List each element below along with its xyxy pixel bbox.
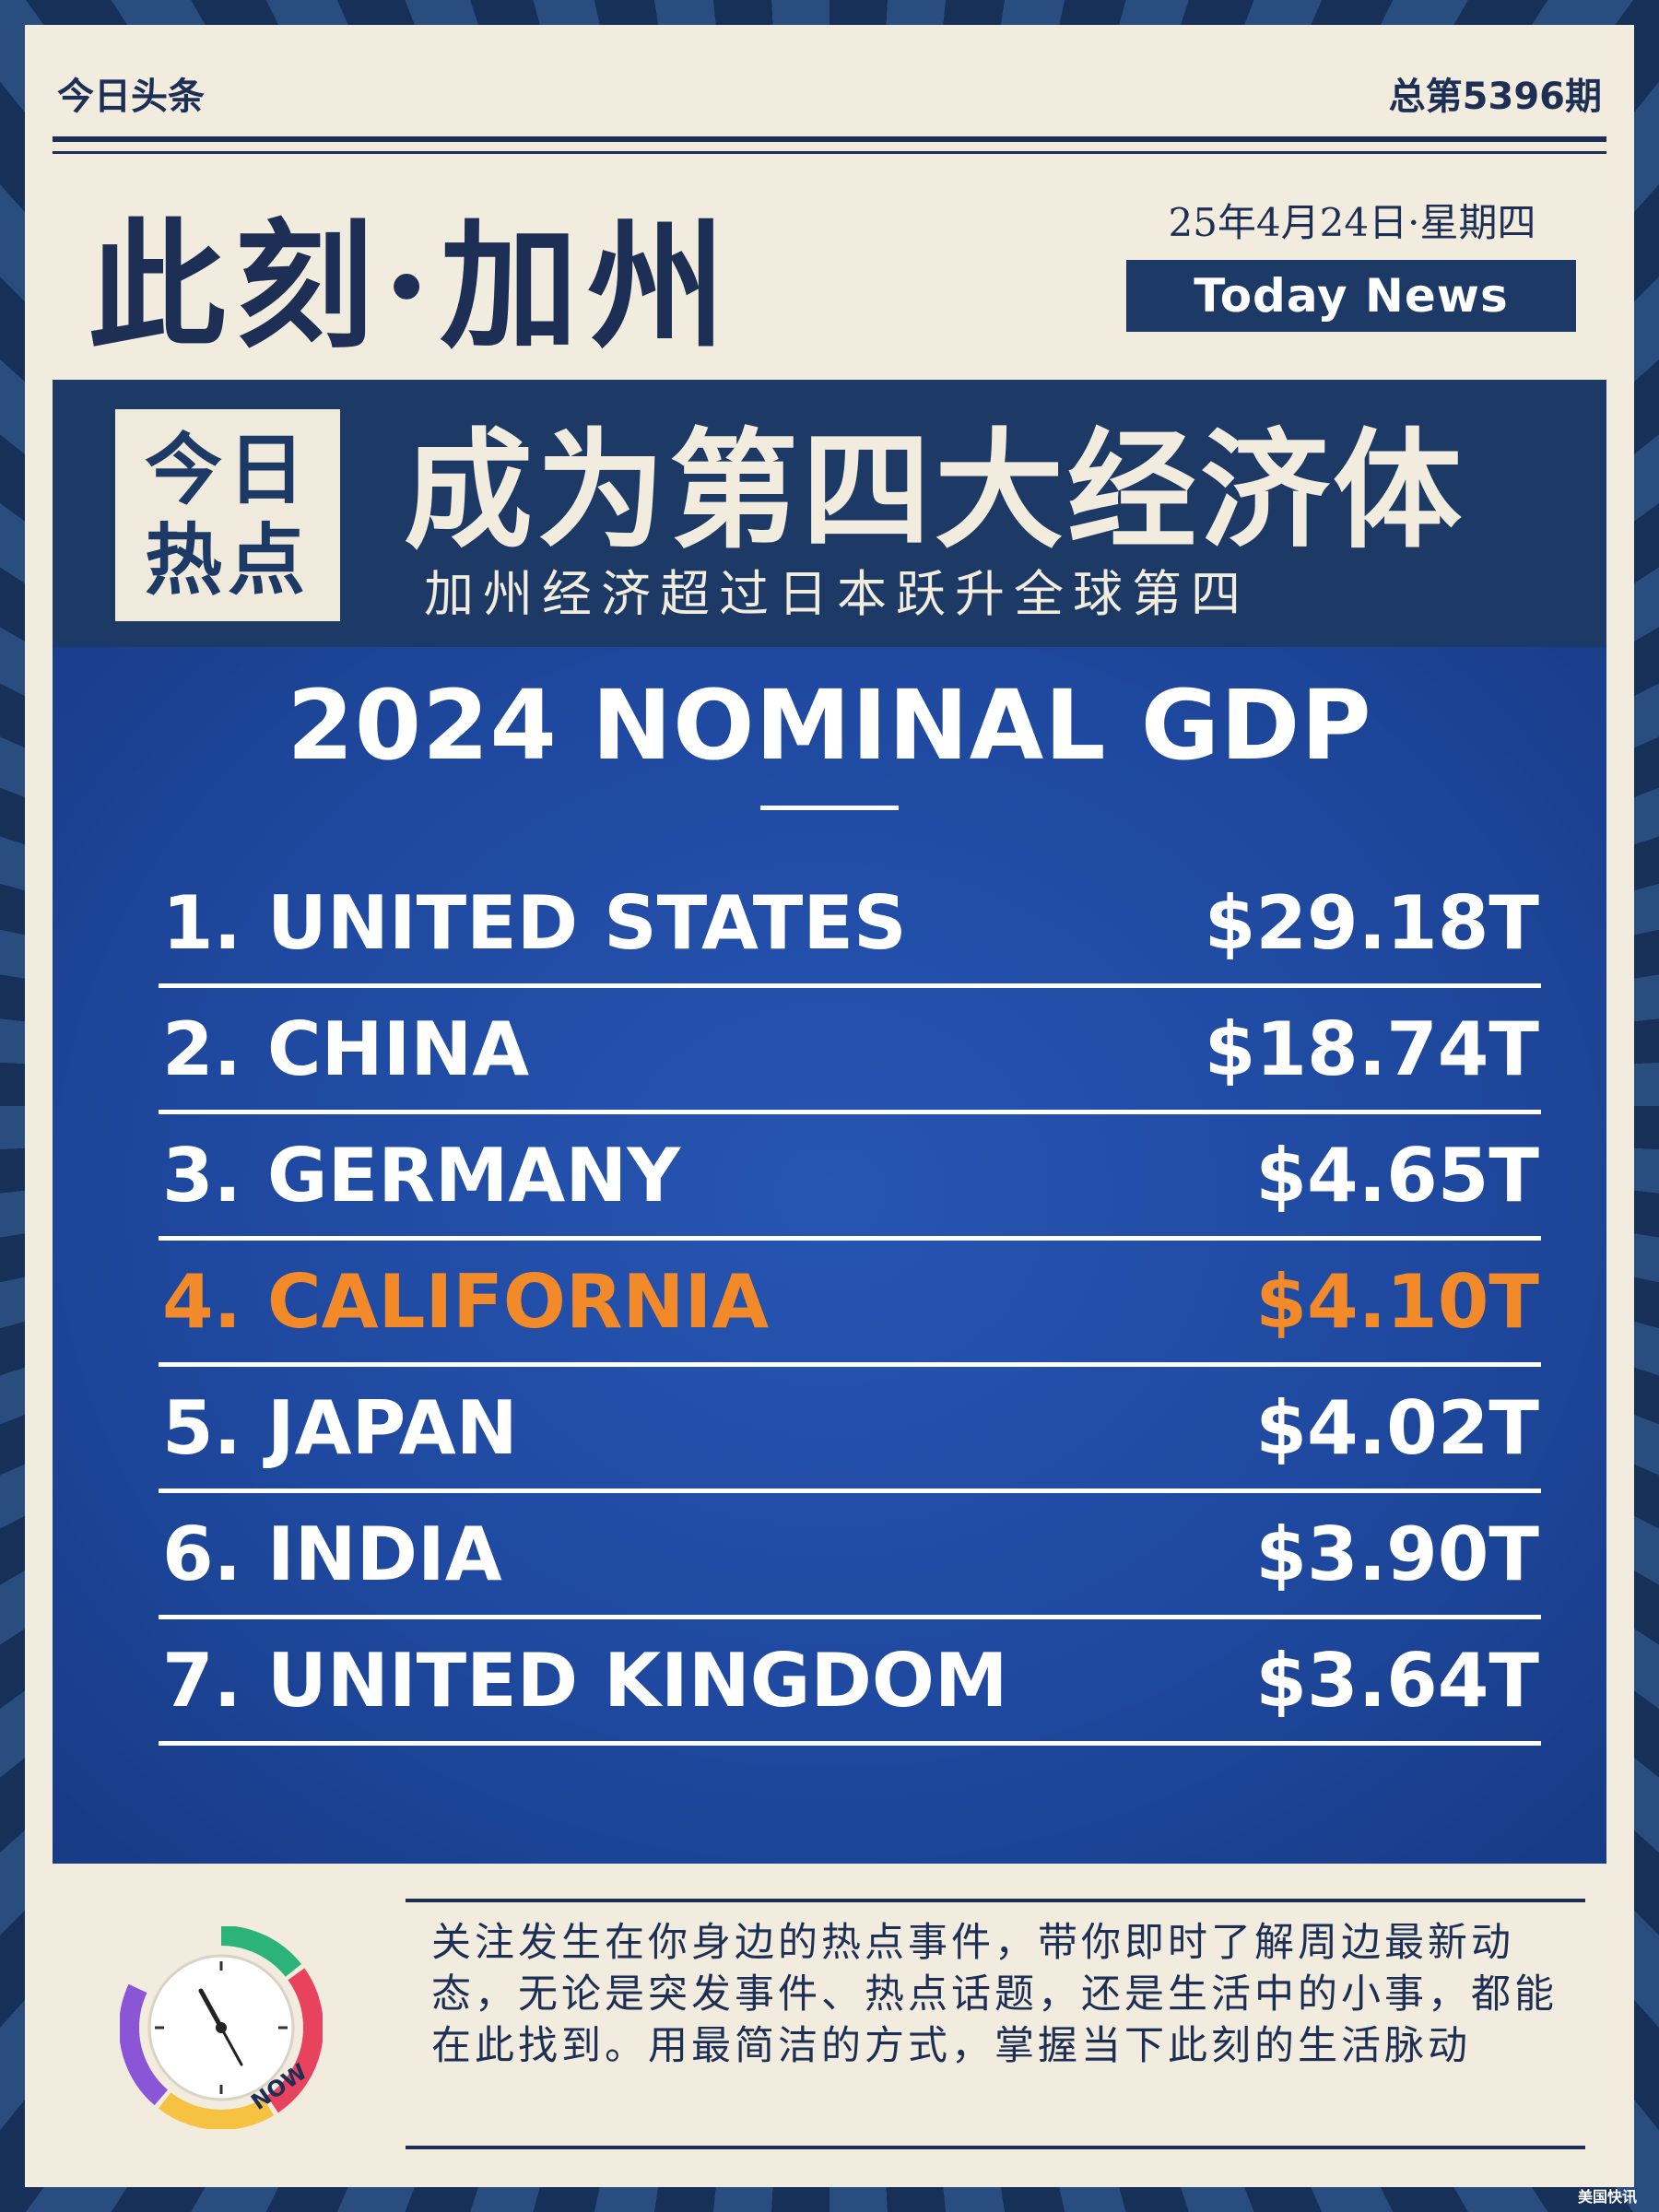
watermark: 美国快讯 [1577,2188,1637,2206]
rank-row-2: 2. CHINA $18.74T [159,988,1541,1114]
gdp-ranking-panel: 2024 NOMINAL GDP 1. UNITED STATES $29.18… [53,647,1606,1864]
today-news-badge: Today News [1126,260,1576,332]
rank-value: $4.65T [1255,1132,1539,1218]
issue-number: 总第5396期 [1388,76,1602,118]
rank-value: $4.10T [1255,1258,1539,1345]
subheadline: 加州经济超过日本跃升全球第四 [424,565,1250,623]
clock-now-icon: NOW [120,1926,323,2129]
rank-country: 7. UNITED KINGDOM [162,1637,1008,1724]
rank-row-4-highlighted: 4. CALIFORNIA $4.10T [159,1241,1541,1367]
issue-date: 25年4月24日·星期四 [1168,200,1536,245]
rank-value: $4.02T [1255,1384,1539,1471]
rank-row-3: 3. GERMANY $4.65T [159,1114,1541,1241]
hot-badge-line1: 今日 [144,425,311,515]
rank-value: $3.64T [1255,1637,1539,1724]
rank-country: 4. CALIFORNIA [162,1258,770,1345]
rank-row-7: 7. UNITED KINGDOM $3.64T [159,1619,1541,1746]
rank-country: 1. UNITED STATES [162,879,907,966]
rank-row-5: 5. JAPAN $4.02T [159,1367,1541,1493]
rank-row-1: 1. UNITED STATES $29.18T [159,862,1541,988]
source-label: 今日头条 [57,76,205,118]
rank-country: 3. GERMANY [162,1132,681,1218]
description-text: 关注发生在你身边的热点事件，带你即时了解周边最新动态，无论是突发事件、热点话题，… [431,1920,1558,2069]
header-rule-thick [53,136,1606,142]
rank-country: 6. INDIA [162,1511,502,1597]
rank-row-6: 6. INDIA $3.90T [159,1493,1541,1619]
title-divider [760,806,899,810]
header-rule-thin [53,151,1606,154]
headline: 成为第四大经济体 [404,416,1466,567]
gdp-title: 2024 NOMINAL GDP [287,669,1372,782]
hot-badge-line2: 热点 [144,515,311,606]
description-box [406,1899,1585,2149]
rank-value: $3.90T [1255,1511,1539,1597]
hot-topic-badge: 今日 热点 [115,409,340,621]
page-title: 此刻·加州 [88,206,735,368]
rank-value: $29.18T [1204,879,1539,966]
rank-value: $18.74T [1204,1006,1539,1092]
rank-country: 2. CHINA [162,1006,530,1092]
rank-country: 5. JAPAN [162,1384,518,1471]
gdp-ranking-list: 1. UNITED STATES $29.18T 2. CHINA $18.74… [159,862,1541,1746]
